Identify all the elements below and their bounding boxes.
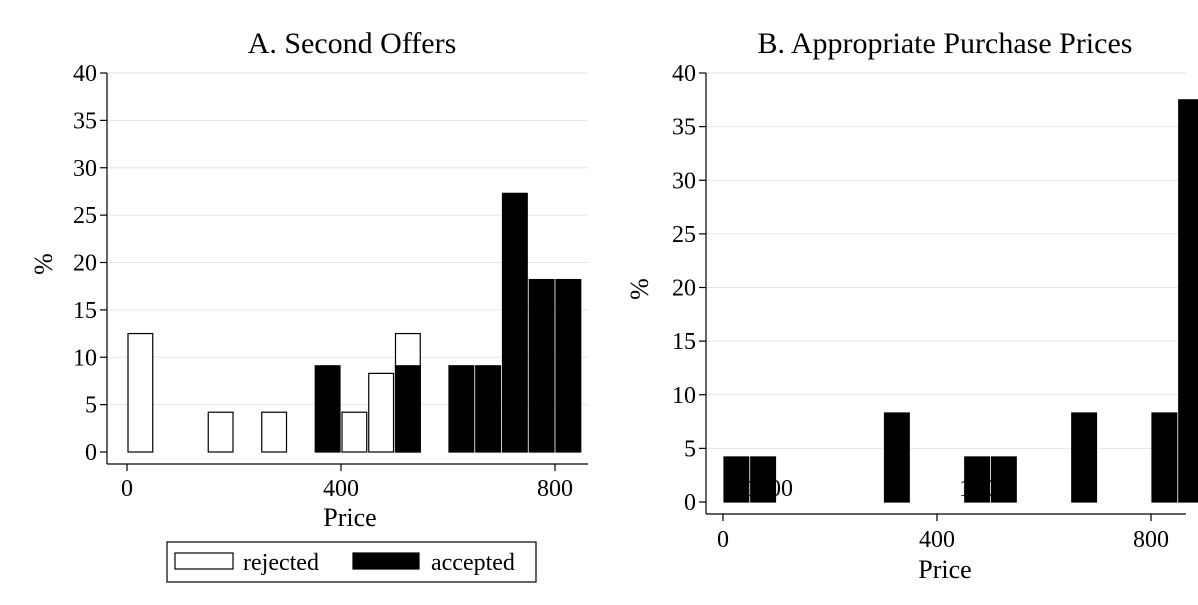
panel-a-bar-accepted [555,278,582,453]
panel-a-bar-rejected [207,411,234,453]
panel-a-x-tick-label: 400 [323,476,359,502]
panel-b-y-tick-label: 5 [684,436,696,462]
panel-a-y-tick-label: 25 [73,203,97,229]
panel-a-y-tick-label: 10 [73,345,97,371]
panel-a-y-tick-label: 0 [85,440,97,466]
panel-a-bar-accepted [501,192,528,453]
panel-b-y-tick-label: 40 [672,61,696,87]
panel-a-y-tick-label: 35 [73,108,97,134]
panel-a-y-tick-label: 40 [73,61,97,87]
panel-a-bar-accepted [314,365,341,453]
panel-b-bar [883,412,910,503]
legend-swatch-rejected [174,552,234,570]
panel-b-x-axis-label: Price [918,555,971,584]
panel-a-x-tick-label: 800 [537,476,573,502]
panel-b-x-tick-label: 0 [717,527,729,553]
panel-a-bar-accepted [448,365,475,453]
panel-a-y-axis-label: % [29,253,58,275]
panel-a-legend: rejected accepted [166,541,537,583]
legend-swatch-accepted [352,552,420,570]
panel-a-x-axis-label: Price [323,503,376,532]
panel-a-bar-accepted [475,365,502,453]
panel-b-y-tick-label: 20 [672,276,696,302]
panel-a-bar-rejected [368,372,395,453]
panel-a-plot: 0510152025303540040080012001600 [73,61,1007,502]
panel-a-bar-rejected [341,411,368,453]
panel-a-y-tick-label: 20 [73,251,97,277]
panel-a-y-tick-label: 5 [85,393,97,419]
panel-b-plot: 0510152025303540040080012001600 [672,61,1198,553]
legend-label-accepted: accepted [431,550,515,576]
panel-b-bar [750,456,777,503]
panel-a-x-tick-label: 0 [121,476,133,502]
panel-b-title: B. Appropriate Purchase Prices [758,27,1133,60]
panel-b-bar [964,456,991,503]
panel-b-bar [1178,99,1198,503]
legend-label-rejected: rejected [243,550,319,576]
panel-a-y-tick-label: 15 [73,298,97,324]
panel-b-y-tick-label: 0 [684,490,696,516]
panel-a-bar-rejected [261,411,288,453]
panel-b-y-tick-label: 10 [672,383,696,409]
panel-a-bar-accepted [528,278,555,453]
panel-b-bar [1071,412,1098,503]
panel-b-x-tick-label: 800 [1133,527,1169,553]
panel-b-bar [990,456,1017,503]
panel-b-y-tick-label: 25 [672,222,696,248]
panel-b-y-tick-label: 30 [672,168,696,194]
panel-a-bar-rejected [127,332,154,453]
panel-a-y-tick-label: 30 [73,156,97,182]
panel-a-bar-accepted [394,365,421,453]
panel-b-y-tick-label: 35 [672,115,696,141]
panel-b-y-axis-label: % [625,278,654,300]
panel-b-x-tick-label: 400 [919,527,955,553]
panel-b-bar [723,456,750,503]
panel-b-bar [1151,412,1178,503]
panel-a-title: A. Second Offers [248,27,457,60]
panel-b-y-tick-label: 15 [672,329,696,355]
